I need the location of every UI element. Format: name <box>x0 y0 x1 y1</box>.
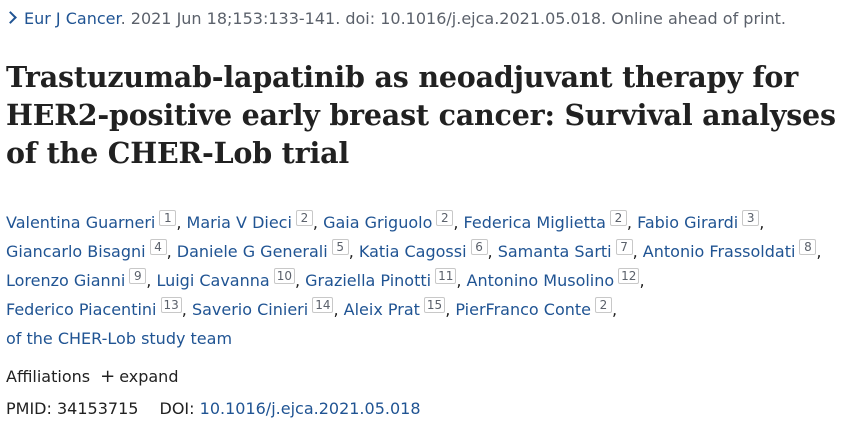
affiliations-label: Affiliations <box>6 367 91 386</box>
affiliation-number[interactable]: 2 <box>436 210 454 226</box>
author-link[interactable]: Graziella Pinotti <box>305 271 432 290</box>
affiliation-number[interactable]: 2 <box>609 210 627 226</box>
author: Federico Piacentini 13 <box>6 297 182 319</box>
author: Federica Miglietta 2 <box>463 210 627 232</box>
article-title-line: Trastuzumab-lapatinib as neoadjuvant the… <box>6 60 799 94</box>
author: Aleix Prat 15 <box>343 297 446 319</box>
author-link[interactable]: Fabio Girardi <box>637 213 739 232</box>
affiliation-number[interactable]: 1 <box>159 210 177 226</box>
authors-line: of the CHER-Lob study team <box>6 324 858 353</box>
author-link[interactable]: Giancarlo Bisagni <box>6 242 146 261</box>
author-link[interactable]: Luigi Cavanna <box>156 271 270 290</box>
affiliation-number[interactable]: 5 <box>331 239 349 255</box>
affiliation-number[interactable]: 9 <box>129 268 147 284</box>
affiliation-number[interactable]: 11 <box>435 268 457 284</box>
pmid-value: 34153715 <box>56 399 139 418</box>
author-link[interactable]: PierFranco Conte <box>455 300 591 319</box>
authors-list: Valentina Guarneri 1, Maria V Dieci 2, Gai… <box>6 208 858 353</box>
author-link[interactable]: Maria V Dieci <box>186 213 292 232</box>
journal-link[interactable]: Eur J Cancer <box>24 9 121 28</box>
author-link[interactable]: Katia Cagossi <box>358 242 467 261</box>
pmid-label: PMID: <box>6 399 52 418</box>
doi-label: DOI: <box>159 399 195 418</box>
author-link[interactable]: Antonino Musolino <box>466 271 615 290</box>
affiliation-number[interactable]: 8 <box>799 239 817 255</box>
author: Gaia Griguolo 2 <box>323 210 454 232</box>
author: Antonio Frassoldati 8 <box>642 239 817 261</box>
citation-details: . 2021 Jun 18;153:133-141. doi: 10.1016/… <box>120 9 786 28</box>
affiliations-toggle[interactable]: Affiliations + expand <box>6 366 178 388</box>
author-link[interactable]: Aleix Prat <box>343 300 420 319</box>
author: Graziella Pinotti 11 <box>305 268 457 290</box>
plus-icon: + <box>100 366 116 387</box>
affiliation-number[interactable]: 10 <box>273 268 295 284</box>
expand-label: expand <box>119 367 179 386</box>
article-title: Trastuzumab-lapatinib as neoadjuvant the… <box>6 58 858 172</box>
author-link[interactable]: Samanta Sarti <box>497 242 612 261</box>
affiliation-number[interactable]: 6 <box>470 239 488 255</box>
authors-line: Valentina Guarneri 1, Maria V Dieci 2, Gai… <box>6 210 765 232</box>
affiliation-number[interactable]: 7 <box>615 239 633 255</box>
author-link[interactable]: Valentina Guarneri <box>6 213 156 232</box>
affiliation-number[interactable]: 3 <box>742 210 760 226</box>
author: Maria V Dieci 2 <box>186 210 313 232</box>
author: Luigi Cavanna 10 <box>156 268 295 290</box>
authors-line: Federico Piacentini 13, Saverio Cinieri 14… <box>6 297 618 319</box>
article-title-line: of the CHER-Lob trial <box>6 136 349 170</box>
affiliation-number[interactable]: 4 <box>149 239 167 255</box>
author: Fabio Girardi 3 <box>637 210 760 232</box>
affiliation-number[interactable]: 2 <box>295 210 313 226</box>
author: Saverio Cinieri 14 <box>191 297 334 319</box>
author: Valentina Guarneri 1 <box>6 210 177 232</box>
affiliation-number[interactable]: 13 <box>160 297 182 313</box>
author-link[interactable]: Daniele G Generali <box>176 242 328 261</box>
author: Giancarlo Bisagni 4 <box>6 239 167 261</box>
article-ids: PMID: 34153715 DOI: 10.1016/j.ejca.2021.… <box>6 398 421 420</box>
author-link[interactable]: Gaia Griguolo <box>323 213 433 232</box>
chevron-right-icon[interactable] <box>4 11 17 24</box>
author: Antonino Musolino 12 <box>466 268 640 290</box>
author-link[interactable]: Lorenzo Gianni <box>6 271 126 290</box>
affiliation-number[interactable]: 14 <box>312 297 334 313</box>
citation-line: Eur J Cancer. 2021 Jun 18;153:133-141. d… <box>4 8 786 30</box>
affiliation-number[interactable]: 12 <box>618 268 640 284</box>
author: Lorenzo Gianni 9 <box>6 268 147 290</box>
doi-link[interactable]: 10.1016/j.ejca.2021.05.018 <box>199 399 421 418</box>
article-title-line: HER2-positive early breast cancer: Survi… <box>6 98 836 132</box>
author: Katia Cagossi 6 <box>358 239 488 261</box>
authors-line: Giancarlo Bisagni 4, Daniele G Generali 5,… <box>6 239 822 261</box>
authors-line: Lorenzo Gianni 9, Luigi Cavanna 10, Grazie… <box>6 268 645 290</box>
author-link[interactable]: Federica Miglietta <box>463 213 606 232</box>
author: PierFranco Conte 2 <box>455 297 612 319</box>
affiliation-number[interactable]: 2 <box>595 297 612 313</box>
author: Samanta Sarti 7 <box>497 239 633 261</box>
affiliation-number[interactable]: 15 <box>423 297 446 313</box>
study-group-link[interactable]: of the CHER-Lob study team <box>6 329 233 348</box>
author: Daniele G Generali 5 <box>176 239 349 261</box>
author-link[interactable]: Saverio Cinieri <box>191 300 309 319</box>
author-link[interactable]: Federico Piacentini <box>6 300 157 319</box>
author-link[interactable]: Antonio Frassoldati <box>642 242 796 261</box>
